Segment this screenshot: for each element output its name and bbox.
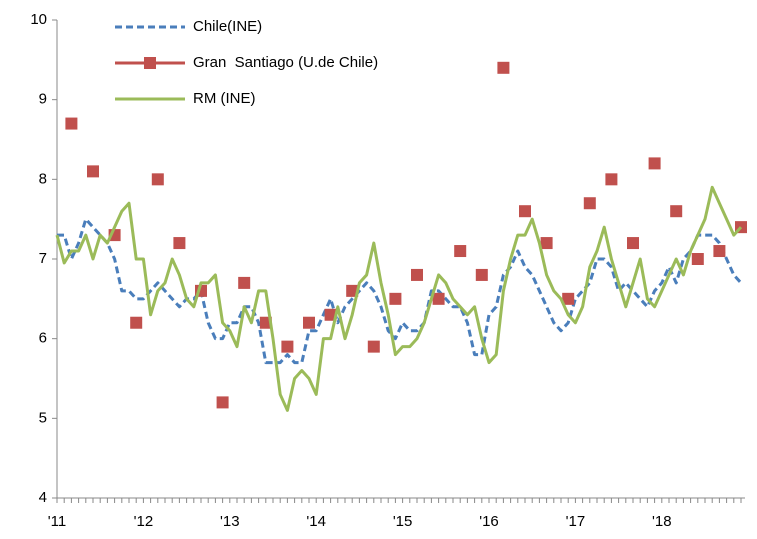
marker: [151, 173, 164, 186]
marker: [648, 157, 661, 170]
y-tick-label: 9: [39, 91, 47, 108]
y-tick-label: 8: [39, 170, 47, 187]
marker: [130, 316, 143, 329]
marker: [627, 237, 639, 250]
marker: [713, 245, 726, 258]
x-tick-label: '11: [48, 513, 66, 530]
x-tick-label: '12: [134, 513, 154, 530]
marker: [691, 253, 704, 265]
marker: [411, 268, 423, 281]
marker: [281, 340, 294, 353]
marker: [238, 276, 251, 289]
marker: [605, 173, 618, 186]
marker: [346, 284, 359, 297]
x-tick-label: '16: [479, 513, 499, 530]
marker: [173, 237, 186, 250]
legend-label: RM (INE): [193, 90, 256, 107]
legend-label: Chile(INE): [193, 18, 262, 35]
legend-marker: [144, 57, 156, 69]
x-tick-label: '13: [220, 513, 240, 530]
marker: [562, 292, 575, 305]
series-line: [57, 217, 743, 365]
marker: [87, 165, 99, 178]
marker: [324, 308, 337, 321]
x-tick-label: '15: [393, 513, 413, 530]
marker: [216, 396, 229, 409]
marker: [670, 205, 683, 218]
marker: [497, 61, 510, 74]
y-tick-label: 10: [30, 11, 47, 28]
marker: [475, 268, 488, 281]
x-tick-label: '18: [652, 513, 672, 530]
y-tick-label: 6: [39, 330, 47, 347]
marker: [583, 197, 596, 210]
y-tick-label: 7: [39, 250, 47, 267]
marker: [432, 292, 445, 305]
marker: [65, 117, 78, 130]
y-tick-label: 5: [39, 409, 47, 426]
x-tick-label: '14: [306, 513, 326, 530]
series-line: [55, 185, 743, 412]
marker: [389, 292, 402, 305]
marker: [367, 340, 380, 353]
marker: [519, 205, 531, 218]
legend-label: Gran Santiago (U.de Chile): [193, 54, 378, 71]
marker: [540, 237, 553, 250]
x-tick-label: '17: [566, 513, 586, 530]
y-tick-label: 4: [39, 489, 47, 506]
marker: [454, 245, 467, 258]
marker: [303, 316, 315, 329]
